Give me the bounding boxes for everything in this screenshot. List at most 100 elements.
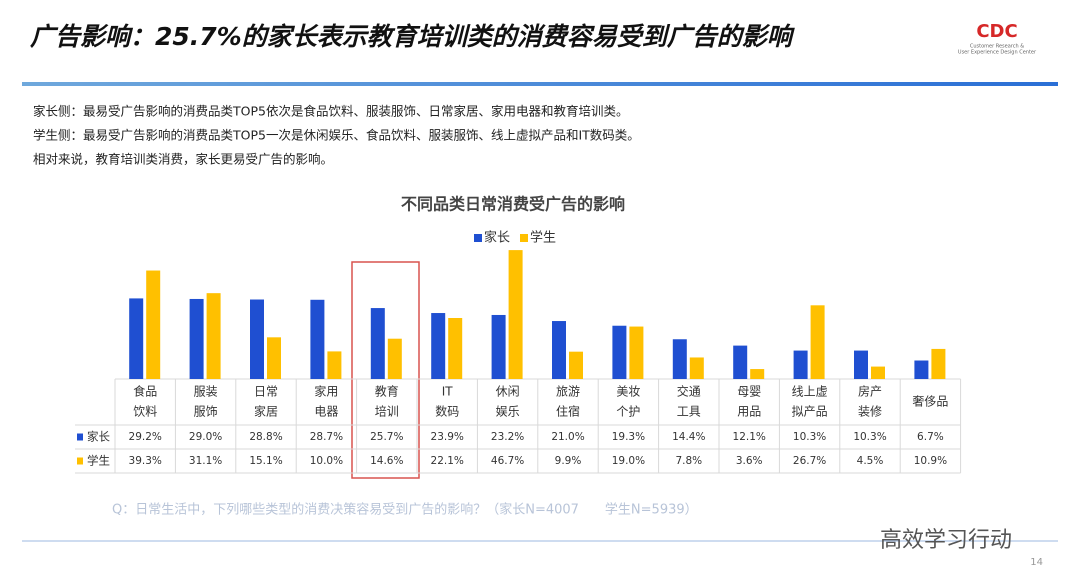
legend-label: 家长 xyxy=(484,230,510,246)
category-label: 数码 xyxy=(435,404,459,419)
category-label: 奢侈品 xyxy=(912,395,948,409)
bar xyxy=(552,321,566,379)
category-label: 个护 xyxy=(616,405,640,419)
category-label: 交通 xyxy=(677,384,701,399)
value-label: 10.3% xyxy=(853,431,886,443)
value-label: 26.7% xyxy=(793,455,826,467)
category-label: 美妆 xyxy=(616,385,640,399)
category-label: 拟产品 xyxy=(792,405,828,419)
bar xyxy=(689,357,704,379)
bar xyxy=(310,299,325,379)
row-label: 学生 xyxy=(87,454,110,468)
row-label: 家长 xyxy=(87,430,110,444)
value-label: 6.7% xyxy=(917,431,944,443)
value-label: 14.6% xyxy=(370,455,403,467)
logo-sub: User Experience Design Center xyxy=(958,50,1037,56)
value-label: 15.1% xyxy=(249,455,282,467)
bar xyxy=(733,345,748,379)
value-label: 21.0% xyxy=(551,431,584,443)
category-label: 住宿 xyxy=(556,404,580,419)
category-label: 服饰 xyxy=(194,405,218,419)
watermark: 高效学习行动 xyxy=(880,528,1012,553)
bar xyxy=(491,314,506,379)
value-label: 28.8% xyxy=(249,431,282,443)
bar xyxy=(810,305,825,379)
category-label: 教育 xyxy=(375,384,399,399)
category-label: 装修 xyxy=(858,404,882,419)
bar xyxy=(629,326,644,379)
bar xyxy=(931,348,946,379)
bar xyxy=(129,298,144,379)
category-label: 培训 xyxy=(375,404,399,419)
page-number: 14 xyxy=(1030,557,1043,568)
value-label: 10.0% xyxy=(310,455,343,467)
value-label: 31.1% xyxy=(189,455,222,467)
category-label: 房产 xyxy=(858,384,882,399)
value-label: 46.7% xyxy=(491,455,524,467)
value-label: 19.3% xyxy=(612,431,645,443)
category-label: 电器 xyxy=(314,405,338,419)
bar xyxy=(793,350,808,379)
value-label: 39.3% xyxy=(129,455,162,467)
legend-swatch xyxy=(520,234,528,242)
value-label: 14.4% xyxy=(672,431,705,443)
bar xyxy=(431,313,446,379)
category-label: 用品 xyxy=(737,405,761,419)
logo: CDC xyxy=(976,21,1017,42)
value-label: 10.9% xyxy=(914,455,947,467)
row-swatch xyxy=(77,433,83,441)
bullet: 学生侧：最易受广告影响的消费品类TOP5一次是休闲娱乐、食品饮料、服装服饰、线上… xyxy=(33,128,640,143)
category-label: 工具 xyxy=(677,405,701,419)
bar xyxy=(871,366,885,379)
title: 广告影响：25.7%的家长表示教育培训类的消费容易受到广告的影响 xyxy=(30,22,796,51)
legend-label: 学生 xyxy=(530,230,556,246)
header-rule xyxy=(22,82,1058,86)
chart-title: 不同品类日常消费受广告的影响 xyxy=(401,195,625,214)
bar xyxy=(146,270,161,379)
value-label: 29.0% xyxy=(189,431,222,443)
bar xyxy=(672,339,687,379)
category-label: 饮料 xyxy=(133,405,157,419)
value-label: 12.1% xyxy=(733,431,766,443)
logo-sub: Customer Research & xyxy=(970,44,1024,50)
value-label: 4.5% xyxy=(857,455,884,467)
value-label: 9.9% xyxy=(555,455,582,467)
category-label: 旅游 xyxy=(556,385,580,399)
bar xyxy=(854,350,868,379)
value-label: 10.3% xyxy=(793,431,826,443)
footnote: Q：日常生活中，下列哪些类型的消费决策容易受到广告的影响？（家长N=4007 学… xyxy=(112,502,698,518)
value-label: 19.0% xyxy=(612,455,645,467)
category-label: 线上虚 xyxy=(792,385,828,399)
bar xyxy=(448,318,463,379)
value-label: 3.6% xyxy=(736,455,763,467)
category-label: 母婴 xyxy=(737,385,761,399)
bar xyxy=(327,351,342,379)
category-label: 服装 xyxy=(194,385,218,399)
category-label: 食品 xyxy=(133,384,157,399)
value-label: 25.7% xyxy=(370,431,403,443)
bar xyxy=(750,369,765,379)
bar xyxy=(569,351,583,379)
category-label: 娱乐 xyxy=(496,405,520,419)
bar xyxy=(267,337,281,379)
value-label: 23.9% xyxy=(431,431,464,443)
value-label: 28.7% xyxy=(310,431,343,443)
bar xyxy=(250,299,264,379)
bar xyxy=(387,338,402,379)
category-label: 家居 xyxy=(254,404,278,419)
bar xyxy=(370,308,385,379)
bar xyxy=(508,250,523,379)
bar xyxy=(914,360,929,379)
category-label: 日常 xyxy=(254,385,278,399)
bullet: 相对来说，教育培训类消费，家长更易受广告的影响。 xyxy=(33,152,333,167)
bullet: 家长侧：最易受广告影响的消费品类TOP5依次是食品饮料、服装服饰、日常家居、家用… xyxy=(33,104,628,119)
value-label: 22.1% xyxy=(431,455,464,467)
highlight-box xyxy=(351,261,420,479)
value-label: 7.8% xyxy=(675,455,702,467)
category-label: IT xyxy=(442,385,454,399)
value-label: 23.2% xyxy=(491,431,524,443)
bar xyxy=(206,293,221,379)
row-swatch xyxy=(77,457,83,465)
category-label: 家用 xyxy=(314,384,338,399)
